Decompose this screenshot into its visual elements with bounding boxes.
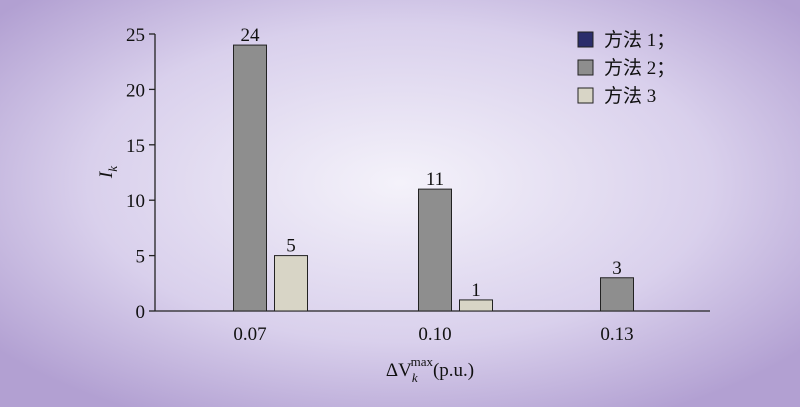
y-axis-label: Ik — [96, 166, 120, 179]
bar — [233, 44, 267, 312]
y-tick-label: 20 — [126, 80, 145, 101]
legend-label: 方法 2； — [604, 57, 675, 79]
data-label: 24 — [241, 25, 261, 46]
legend-swatch — [577, 31, 594, 48]
data-label: 3 — [612, 258, 622, 279]
legend-swatch — [577, 59, 594, 76]
legend-label: 方法 1； — [604, 29, 675, 51]
data-label: 1 — [471, 280, 481, 301]
data-label: 11 — [426, 169, 444, 190]
y-tick-label: 0 — [136, 302, 146, 323]
y-tick-label: 25 — [126, 25, 145, 46]
x-tick-label: 0.13 — [600, 324, 633, 345]
x-axis-label: ΔVkmax(p.u.) — [386, 354, 474, 385]
data-label: 5 — [286, 236, 296, 257]
y-tick-label: 10 — [126, 191, 145, 212]
bar — [418, 188, 452, 312]
legend-swatch — [577, 87, 594, 104]
legend-label: 方法 3 — [604, 85, 656, 107]
y-tick-label: 15 — [126, 136, 145, 157]
x-tick-label: 0.07 — [233, 324, 266, 345]
bar — [600, 277, 634, 312]
x-tick-label: 0.10 — [418, 324, 451, 345]
y-tick-label: 5 — [136, 247, 146, 268]
bar — [459, 299, 493, 312]
bar — [274, 255, 308, 312]
